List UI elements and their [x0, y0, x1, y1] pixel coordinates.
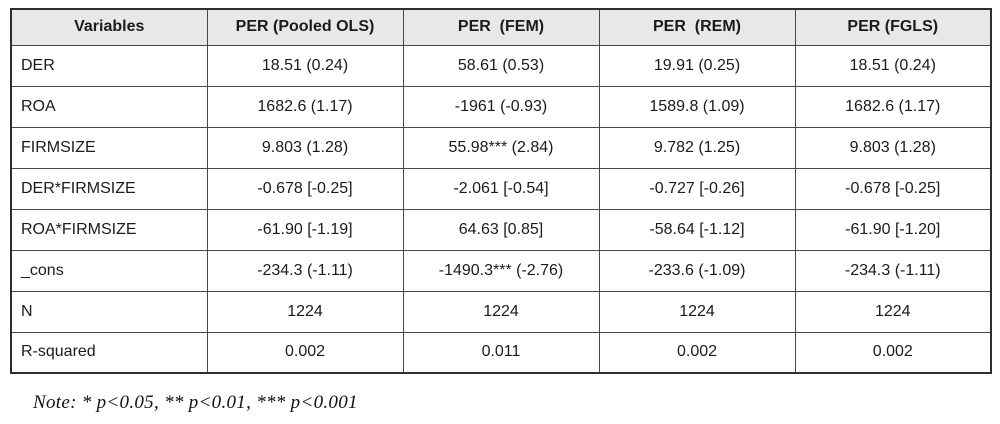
table-row-r-squared: R-squared 0.002 0.011 0.002 0.002: [10, 331, 992, 374]
cell-firmsize-pooled-ols: 9.803 (1.28): [206, 126, 404, 169]
row-label-firmsize: FIRMSIZE: [10, 126, 208, 169]
cell-n-pooled-ols: 1224: [206, 290, 404, 333]
cell-der-fgls: 18.51 (0.24): [794, 44, 992, 87]
cell-roa-fem: -1961 (-0.93): [402, 85, 600, 128]
cell-cons-rem: -233.6 (-1.09): [598, 249, 796, 292]
cell-r-squared-fem: 0.011: [402, 331, 600, 374]
table-row-roa: ROA 1682.6 (1.17) -1961 (-0.93) 1589.8 (…: [10, 85, 992, 128]
cell-cons-fgls: -234.3 (-1.11): [794, 249, 992, 292]
row-label-r-squared: R-squared: [10, 331, 208, 374]
cell-n-rem: 1224: [598, 290, 796, 333]
cell-firmsize-fgls: 9.803 (1.28): [794, 126, 992, 169]
cell-roa-firmsize-fgls: -61.90 [-1.20]: [794, 208, 992, 251]
header-cell-variables: Variables: [10, 8, 208, 46]
cell-roa-firmsize-rem: -58.64 [-1.12]: [598, 208, 796, 251]
table-header-row: Variables PER (Pooled OLS) PER (FEM) PER…: [10, 8, 992, 46]
table-row-n: N 1224 1224 1224 1224: [10, 290, 992, 333]
cell-r-squared-rem: 0.002: [598, 331, 796, 374]
cell-n-fgls: 1224: [794, 290, 992, 333]
cell-roa-fgls: 1682.6 (1.17): [794, 85, 992, 128]
cell-der-firmsize-pooled-ols: -0.678 [-0.25]: [206, 167, 404, 210]
row-label-cons: _cons: [10, 249, 208, 292]
cell-der-rem: 19.91 (0.25): [598, 44, 796, 87]
row-label-n: N: [10, 290, 208, 333]
table-row-firmsize: FIRMSIZE 9.803 (1.28) 55.98*** (2.84) 9.…: [10, 126, 992, 169]
table-row-der-firmsize: DER*FIRMSIZE -0.678 [-0.25] -2.061 [-0.5…: [10, 167, 992, 210]
table-row-der: DER 18.51 (0.24) 58.61 (0.53) 19.91 (0.2…: [10, 44, 992, 87]
cell-firmsize-fem: 55.98*** (2.84): [402, 126, 600, 169]
row-label-roa: ROA: [10, 85, 208, 128]
cell-r-squared-fgls: 0.002: [794, 331, 992, 374]
regression-results-table: Variables PER (Pooled OLS) PER (FEM) PER…: [10, 8, 992, 374]
cell-der-fem: 58.61 (0.53): [402, 44, 600, 87]
row-label-der: DER: [10, 44, 208, 87]
cell-cons-pooled-ols: -234.3 (-1.11): [206, 249, 404, 292]
header-cell-fgls: PER (FGLS): [794, 8, 992, 46]
table-row-roa-firmsize: ROA*FIRMSIZE -61.90 [-1.19] 64.63 [0.85]…: [10, 208, 992, 251]
cell-n-fem: 1224: [402, 290, 600, 333]
cell-roa-firmsize-fem: 64.63 [0.85]: [402, 208, 600, 251]
cell-der-pooled-ols: 18.51 (0.24): [206, 44, 404, 87]
cell-r-squared-pooled-ols: 0.002: [206, 331, 404, 374]
row-label-der-firmsize: DER*FIRMSIZE: [10, 167, 208, 210]
cell-der-firmsize-rem: -0.727 [-0.26]: [598, 167, 796, 210]
table-row-cons: _cons -234.3 (-1.11) -1490.3*** (-2.76) …: [10, 249, 992, 292]
cell-cons-fem: -1490.3*** (-2.76): [402, 249, 600, 292]
header-cell-fem: PER (FEM): [402, 8, 600, 46]
cell-firmsize-rem: 9.782 (1.25): [598, 126, 796, 169]
cell-roa-pooled-ols: 1682.6 (1.17): [206, 85, 404, 128]
cell-der-firmsize-fem: -2.061 [-0.54]: [402, 167, 600, 210]
row-label-roa-firmsize: ROA*FIRMSIZE: [10, 208, 208, 251]
header-cell-pooled-ols: PER (Pooled OLS): [206, 8, 404, 46]
cell-roa-firmsize-pooled-ols: -61.90 [-1.19]: [206, 208, 404, 251]
cell-roa-rem: 1589.8 (1.09): [598, 85, 796, 128]
significance-note: Note: * p<0.05, ** p<0.01, *** p<0.001: [33, 392, 358, 413]
cell-der-firmsize-fgls: -0.678 [-0.25]: [794, 167, 992, 210]
header-cell-rem: PER (REM): [598, 8, 796, 46]
